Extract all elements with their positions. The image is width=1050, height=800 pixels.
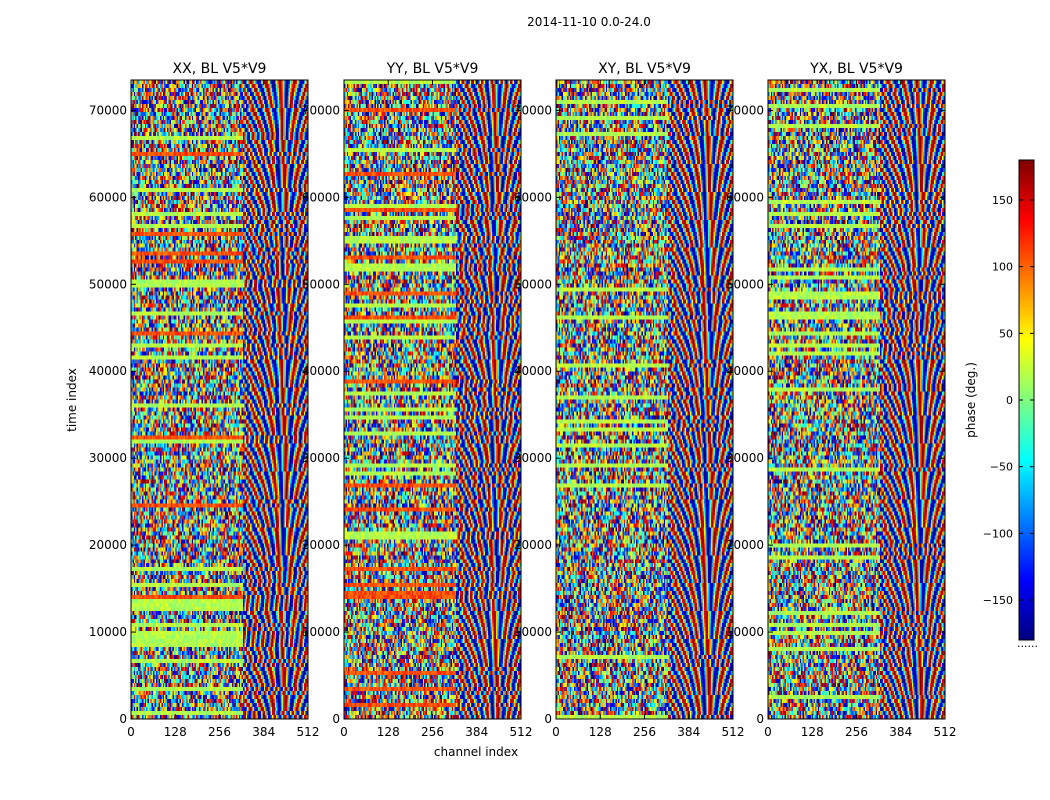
x-tick-label: 0 <box>552 725 560 739</box>
panel-1: XX, BL V5*V9 0 128 256 384 512 0 10000 20000 3000… <box>89 61 320 739</box>
y-tick-label: 40000 <box>726 364 764 378</box>
colorbar-tick-label: 100 <box>992 261 1013 274</box>
y-tick-label: 10000 <box>726 625 764 639</box>
y-tick-label: 10000 <box>302 625 340 639</box>
x-tick-label: 512 <box>297 725 320 739</box>
x-tick-label: 128 <box>589 725 612 739</box>
x-tick-label: 384 <box>465 725 488 739</box>
x-tick-label: 512 <box>510 725 533 739</box>
y-tick-label: 40000 <box>89 364 127 378</box>
panel-3-title: XY, BL V5*V9 <box>598 61 691 77</box>
panel-3: XY, BL V5*V9 0 128 256 384 512 0 10000 20000 3000… <box>514 61 745 739</box>
panel-1-title: XX, BL V5*V9 <box>173 61 267 77</box>
x-tick-label: 0 <box>127 725 135 739</box>
y-axis-label: time index <box>65 368 79 432</box>
y-tick-label: 60000 <box>89 190 127 204</box>
colorbar-tick-label: −100 <box>983 527 1013 540</box>
x-tick-label: 128 <box>801 725 824 739</box>
y-tick-label: 20000 <box>514 538 552 552</box>
figure-suptitle: 2014-11-10 0.0-24.0 <box>527 15 651 29</box>
y-tick-label: 60000 <box>302 190 340 204</box>
panel-2-title: YY, BL V5*V9 <box>386 61 479 77</box>
y-tick-label: 0 <box>119 712 127 726</box>
x-tick-label: 256 <box>208 725 231 739</box>
y-tick-label: 30000 <box>89 451 127 465</box>
x-tick-label: 384 <box>252 725 275 739</box>
y-tick-label: 0 <box>756 712 764 726</box>
x-tick-label: 384 <box>889 725 912 739</box>
y-tick-label: 0 <box>544 712 552 726</box>
x-tick-label: 0 <box>764 725 772 739</box>
y-tick-label: 20000 <box>302 538 340 552</box>
x-tick-label: 512 <box>722 725 745 739</box>
y-tick-label: 10000 <box>514 625 552 639</box>
y-tick-label: 0 <box>332 712 340 726</box>
y-tick-label: 50000 <box>89 277 127 291</box>
y-tick-label: 50000 <box>514 277 552 291</box>
y-tick-label: 60000 <box>726 190 764 204</box>
y-tick-label: 10000 <box>89 625 127 639</box>
y-tick-label: 20000 <box>726 538 764 552</box>
y-tick-label: 70000 <box>89 103 127 117</box>
panel-2: YY, BL V5*V9 0 128 256 384 512 0 10000 20000 3000… <box>302 61 533 739</box>
panel-4-title: YX, BL V5*V9 <box>809 61 903 77</box>
y-tick-label: 40000 <box>514 364 552 378</box>
y-tick-label: 30000 <box>726 451 764 465</box>
colorbar: −150 −100 −50 0 50 100 150 <box>983 159 1035 641</box>
y-tick-label: 50000 <box>302 277 340 291</box>
y-tick-label: 40000 <box>302 364 340 378</box>
colorbar-tick-label: −50 <box>990 461 1013 474</box>
colorbar-tick-label: 50 <box>999 327 1013 340</box>
x-tick-label: 256 <box>421 725 444 739</box>
panel-3-heatmap <box>556 80 733 719</box>
y-tick-label: 50000 <box>726 277 764 291</box>
x-tick-label: 128 <box>377 725 400 739</box>
colorbar-label: phase (deg.) <box>964 362 978 438</box>
colorbar-tick-label: 150 <box>992 194 1013 207</box>
x-tick-label: 384 <box>677 725 700 739</box>
y-tick-label: 20000 <box>89 538 127 552</box>
y-tick-label: 30000 <box>302 451 340 465</box>
y-tick-label: 60000 <box>514 190 552 204</box>
x-tick-label: 512 <box>934 725 957 739</box>
panel-4-heatmap <box>768 80 945 719</box>
y-tick-label: 30000 <box>514 451 552 465</box>
colorbar-tick-label: 0 <box>1006 394 1013 407</box>
y-tick-label: 70000 <box>726 103 764 117</box>
x-tick-label: 256 <box>845 725 868 739</box>
x-tick-label: 0 <box>340 725 348 739</box>
panel-1-heatmap <box>131 80 308 719</box>
panel-2-heatmap <box>344 80 521 719</box>
x-axis-label: channel index <box>434 745 518 759</box>
panels-group: XX, BL V5*V9 0 128 256 384 512 0 10000 20000 3000… <box>89 61 957 739</box>
x-tick-label: 128 <box>164 725 187 739</box>
colorbar-offset-text: ...... <box>1017 637 1038 650</box>
y-tick-label: 70000 <box>302 103 340 117</box>
x-tick-label: 256 <box>633 725 656 739</box>
panel-4: YX, BL V5*V9 0 128 256 384 512 0 10000 20000 3000… <box>726 61 957 739</box>
y-tick-label: 70000 <box>514 103 552 117</box>
colorbar-tick-label: −150 <box>983 594 1013 607</box>
